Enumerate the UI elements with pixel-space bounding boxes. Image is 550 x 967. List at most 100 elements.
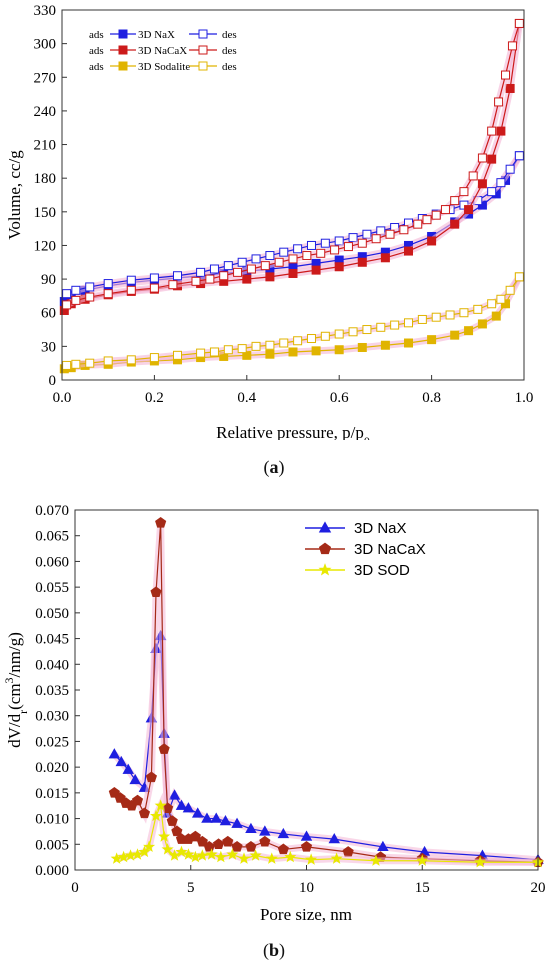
sod_des-point xyxy=(209,347,219,357)
y-tick-label: 240 xyxy=(34,104,57,120)
nacax_des-point xyxy=(385,229,395,239)
nacax_des-point xyxy=(507,41,517,51)
nax_des-point xyxy=(251,254,261,264)
x-tick-label: 0 xyxy=(71,880,79,896)
x-tick-label: 0.4 xyxy=(237,390,256,406)
series-point xyxy=(328,833,341,844)
series-line xyxy=(116,803,538,863)
nax_des-point xyxy=(320,238,330,248)
legend-label: 3D NaCaX xyxy=(354,541,426,558)
series-point xyxy=(122,763,134,774)
sod_ads-point xyxy=(380,340,390,350)
legend-marker xyxy=(318,563,332,576)
y-tick-label: 0.030 xyxy=(35,709,69,725)
series-point xyxy=(168,849,181,861)
x-tick-label: 20 xyxy=(531,880,546,896)
series-point xyxy=(416,854,429,866)
series-point xyxy=(145,712,158,723)
series-point xyxy=(145,771,157,783)
sod_des-point xyxy=(85,358,95,368)
sod_des-point xyxy=(404,318,413,328)
nax_des-point xyxy=(487,187,497,197)
series-point xyxy=(129,773,141,785)
sod_des-point xyxy=(348,327,358,337)
nax_des-point xyxy=(279,247,289,257)
y-tick-label: 0.055 xyxy=(35,580,69,596)
series-point xyxy=(300,840,313,852)
series-point xyxy=(284,850,297,863)
sod_des-point xyxy=(173,350,182,360)
legend-marker xyxy=(318,542,332,555)
series-point xyxy=(231,840,243,852)
series-point xyxy=(182,802,195,813)
nacax_des-point xyxy=(168,280,178,290)
sod_des-point xyxy=(293,336,303,346)
series-point xyxy=(245,840,257,852)
y-tick-label: 0 xyxy=(49,373,57,389)
series-point xyxy=(150,642,162,654)
y-tick-label: 0.025 xyxy=(35,734,69,750)
chart-a-legend: ads 3D NaX des ads 3D NaCaX des ads 3D Sodalite… xyxy=(89,29,237,73)
series-line xyxy=(113,635,539,861)
nax_des-point xyxy=(334,236,344,246)
series-point xyxy=(143,840,156,852)
nacax_ads-point xyxy=(265,272,275,282)
x-tick-label: 15 xyxy=(415,880,430,896)
sod_des-point xyxy=(496,294,506,304)
series-point xyxy=(532,853,544,864)
x-tick-label: 0.6 xyxy=(330,390,349,406)
series-point xyxy=(416,852,428,864)
series-point xyxy=(161,843,174,855)
series-point xyxy=(175,833,188,844)
sod_des-point xyxy=(362,325,372,335)
sod_des-point xyxy=(473,304,483,314)
x-tick-label: 0.0 xyxy=(53,390,72,406)
chart-b-legend: 3D NaX 3D NaCaX 3D SOD xyxy=(305,520,426,579)
y-tick-label: 300 xyxy=(34,37,57,53)
nax_des-point xyxy=(223,261,233,271)
nacax_des-point xyxy=(514,18,524,28)
series-point xyxy=(114,792,126,803)
series-point xyxy=(265,852,278,864)
series-point xyxy=(149,809,163,822)
sod_ads-point xyxy=(477,319,487,329)
series-point xyxy=(330,852,343,864)
chart-a-frame xyxy=(61,9,525,381)
nacax_des-point xyxy=(431,210,441,220)
nacax_des-point xyxy=(487,126,497,136)
legend-ads-label: ads xyxy=(89,45,104,57)
nacax_des-point xyxy=(103,289,113,299)
sod_des-point xyxy=(103,356,113,366)
series-point xyxy=(369,854,382,866)
series-point xyxy=(124,849,137,861)
nacax_ads-point xyxy=(357,257,367,267)
sod_ads-point xyxy=(334,345,344,355)
sod_des-point xyxy=(390,320,400,330)
y-tick-label: 0.035 xyxy=(35,683,69,699)
nacax_des-point xyxy=(62,300,72,310)
legend-ads-marker xyxy=(118,61,128,71)
chart-b-frame xyxy=(74,509,539,871)
legend-ads-label: ads xyxy=(89,61,104,73)
x-tick-label: 5 xyxy=(187,880,195,896)
sod_des-point xyxy=(149,353,159,363)
sod_des-point xyxy=(223,345,233,355)
y-tick-label: 180 xyxy=(34,171,57,187)
series-glow xyxy=(111,634,539,864)
legend-ads-marker xyxy=(118,45,128,55)
nacax_des-point xyxy=(477,153,487,163)
series-point xyxy=(531,855,545,868)
sod_des-point xyxy=(431,312,441,322)
y-tick-label: 270 xyxy=(34,70,57,86)
nax_des-point xyxy=(173,271,182,281)
chart-b-series xyxy=(108,516,545,868)
sod_des-point xyxy=(376,322,386,332)
sod_ads-point xyxy=(450,330,460,340)
series-point xyxy=(342,846,354,857)
y-tick-label: 0.000 xyxy=(35,863,69,879)
panel-label-b: (b) xyxy=(262,940,285,960)
series-point xyxy=(214,850,227,863)
series-point xyxy=(532,856,544,868)
series-point xyxy=(277,843,289,855)
chart-b-xlabel: Pore size, nm xyxy=(260,905,352,924)
